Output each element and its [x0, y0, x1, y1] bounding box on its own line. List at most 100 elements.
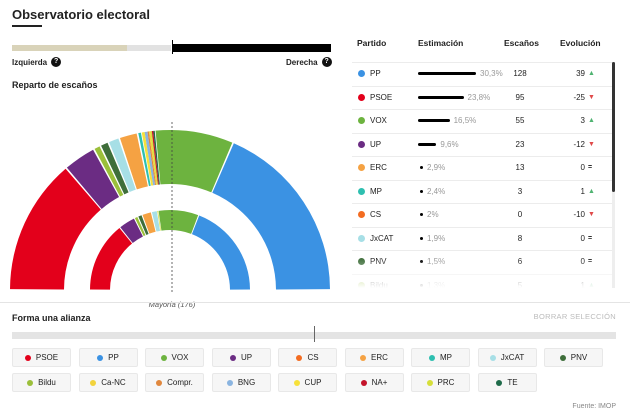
alliance-chip-cup[interactable]: CUP: [278, 373, 337, 392]
chip-label: BNG: [237, 378, 256, 387]
evolution-value: 1: [580, 186, 585, 196]
arrow-down-icon: ▼: [588, 211, 595, 218]
estimate-bar: [420, 189, 423, 193]
party-name: UP: [370, 139, 382, 149]
left-label-text: Izquierda: [12, 57, 48, 67]
estimate-percent: 1,9%: [427, 233, 446, 243]
equal-icon: =: [588, 234, 593, 242]
alliance-chip-na-[interactable]: NA+: [344, 373, 404, 392]
alliance-chip-pp[interactable]: PP: [78, 348, 138, 367]
seat-arc-pnv: [138, 215, 149, 235]
alliance-chip-cs[interactable]: CS: [278, 348, 337, 367]
alliance-chip-erc[interactable]: ERC: [344, 348, 404, 367]
estimate-bar: [420, 213, 423, 216]
table-row[interactable]: PSOE 23,8% 95 -25 ▼: [352, 85, 614, 109]
question-icon[interactable]: ?: [321, 57, 332, 67]
table-row[interactable]: PP 30,3% 128 39 ▲: [352, 62, 614, 85]
party-color-dot: [229, 354, 236, 361]
estimate-percent: 30,3%: [480, 69, 503, 78]
alliance-chip-pnv[interactable]: PNV: [544, 348, 603, 367]
seat-arc-mp: [138, 132, 151, 187]
table-row[interactable]: ERC 2,9% 13 0 =: [352, 156, 614, 179]
estimate-bar: [420, 166, 423, 169]
equal-icon: =: [588, 164, 593, 171]
chip-label: VOX: [171, 353, 189, 362]
table-row[interactable]: CS 2% 0 -10 ▼: [352, 203, 614, 226]
estimate-bar: [418, 95, 464, 99]
table-row[interactable]: JxCAT 1,9% 8 0 =: [352, 226, 614, 250]
estimate-percent: 2,4%: [427, 186, 446, 196]
spectrum-left-label: Izquierda ?: [12, 57, 62, 67]
seat-arc-cup: [141, 132, 154, 186]
alliance-chip-prc[interactable]: PRC: [411, 373, 470, 392]
party-color-dot: [24, 354, 31, 361]
evolution-value: -10: [573, 210, 585, 219]
chip-label: CS: [307, 353, 319, 362]
spectrum-marker: [171, 40, 173, 54]
party-color-dot: [293, 379, 300, 386]
seat-arc-bildu: [94, 146, 124, 197]
title-underline: [12, 25, 42, 27]
party-color-dot: [27, 379, 34, 386]
estimate-percent: 2,9%: [427, 163, 446, 172]
alliance-chip-te[interactable]: TE: [477, 373, 537, 392]
party-color-dot: [156, 379, 163, 386]
seat-arc-erc: [142, 212, 156, 234]
seat-arc-erc: [119, 133, 148, 190]
table-row[interactable]: VOX 16,5% 55 3 ▲: [352, 109, 614, 132]
party-name: MP: [370, 186, 382, 196]
arrow-up-icon: ▲: [588, 187, 595, 195]
party-color-dot: [358, 234, 365, 242]
seat-arc-jxcat: [151, 211, 161, 232]
party-color-dot: [358, 211, 365, 218]
results-table-body[interactable]: PP 30,3% 128 39 ▲ PSOE 23,8% 95 -25 ▼ VOX 16,5% 55 3 ▲…: [352, 62, 614, 288]
seat-arc-jxcat: [109, 138, 136, 192]
party-color-dot: [160, 354, 167, 361]
party-color-dot: [358, 187, 365, 195]
chip-label: PNV: [570, 353, 588, 362]
table-row[interactable]: UP 9,6% 23 -12 ▼: [352, 132, 614, 156]
chip-label: ERC: [371, 353, 388, 362]
table-scrollbar-thumb[interactable]: [612, 62, 615, 192]
alliance-chip-jxcat[interactable]: JxCAT: [477, 348, 537, 367]
question-icon[interactable]: ?: [51, 57, 62, 67]
alliance-chip-bng[interactable]: BNG: [211, 373, 271, 392]
estimate-bar: [420, 236, 423, 240]
seat-count: 55: [515, 116, 525, 125]
arrow-up-icon: ▲: [588, 70, 595, 77]
header-seats: Escaños: [504, 38, 539, 48]
header-estimate: Estimación: [418, 38, 464, 48]
party-color-dot: [360, 379, 367, 386]
alliance-chip-up[interactable]: UP: [211, 348, 271, 367]
alliance-chip-mp[interactable]: MP: [411, 348, 470, 367]
estimate-bar: [418, 119, 450, 122]
hemicycle-chart: Mayoría (176): [10, 122, 330, 309]
seat-arc-prc: [150, 131, 158, 185]
outer-ring: [10, 130, 330, 290]
party-color-dot: [296, 354, 303, 361]
estimate-bar: [418, 72, 476, 75]
table-row[interactable]: MP 2,4% 3 1 ▲: [352, 179, 614, 203]
party-color-dot: [226, 379, 233, 386]
party-name: PSOE: [370, 92, 393, 102]
party-color-dot: [90, 379, 97, 386]
seat-count: 23: [515, 139, 525, 149]
right-label-text: Derecha: [286, 57, 318, 67]
party-color-dot: [358, 140, 365, 148]
page-title: Observatorio electoral: [12, 7, 150, 22]
spectrum-right-label: Derecha ?: [286, 57, 332, 67]
chip-label: JxCAT: [500, 353, 525, 362]
alliance-chip-bildu[interactable]: Bildu: [12, 373, 71, 392]
seat-count: 0: [517, 210, 523, 219]
clear-selection-button[interactable]: BORRAR SELECCIÓN: [533, 312, 616, 321]
alliance-chip-psoe[interactable]: PSOE: [12, 348, 71, 367]
alliance-chip-compr-[interactable]: Compr.: [145, 373, 204, 392]
chip-label: Compr.: [167, 378, 193, 387]
arrow-down-icon: ▼: [588, 93, 595, 101]
party-color-dot: [358, 164, 365, 171]
alliance-chip-vox[interactable]: VOX: [145, 348, 204, 367]
party-color-dot: [429, 354, 435, 361]
alliance-chip-ca-nc[interactable]: Ca-NC: [78, 373, 138, 392]
seat-arc-te: [153, 130, 160, 185]
seat-count: 3: [517, 186, 523, 196]
